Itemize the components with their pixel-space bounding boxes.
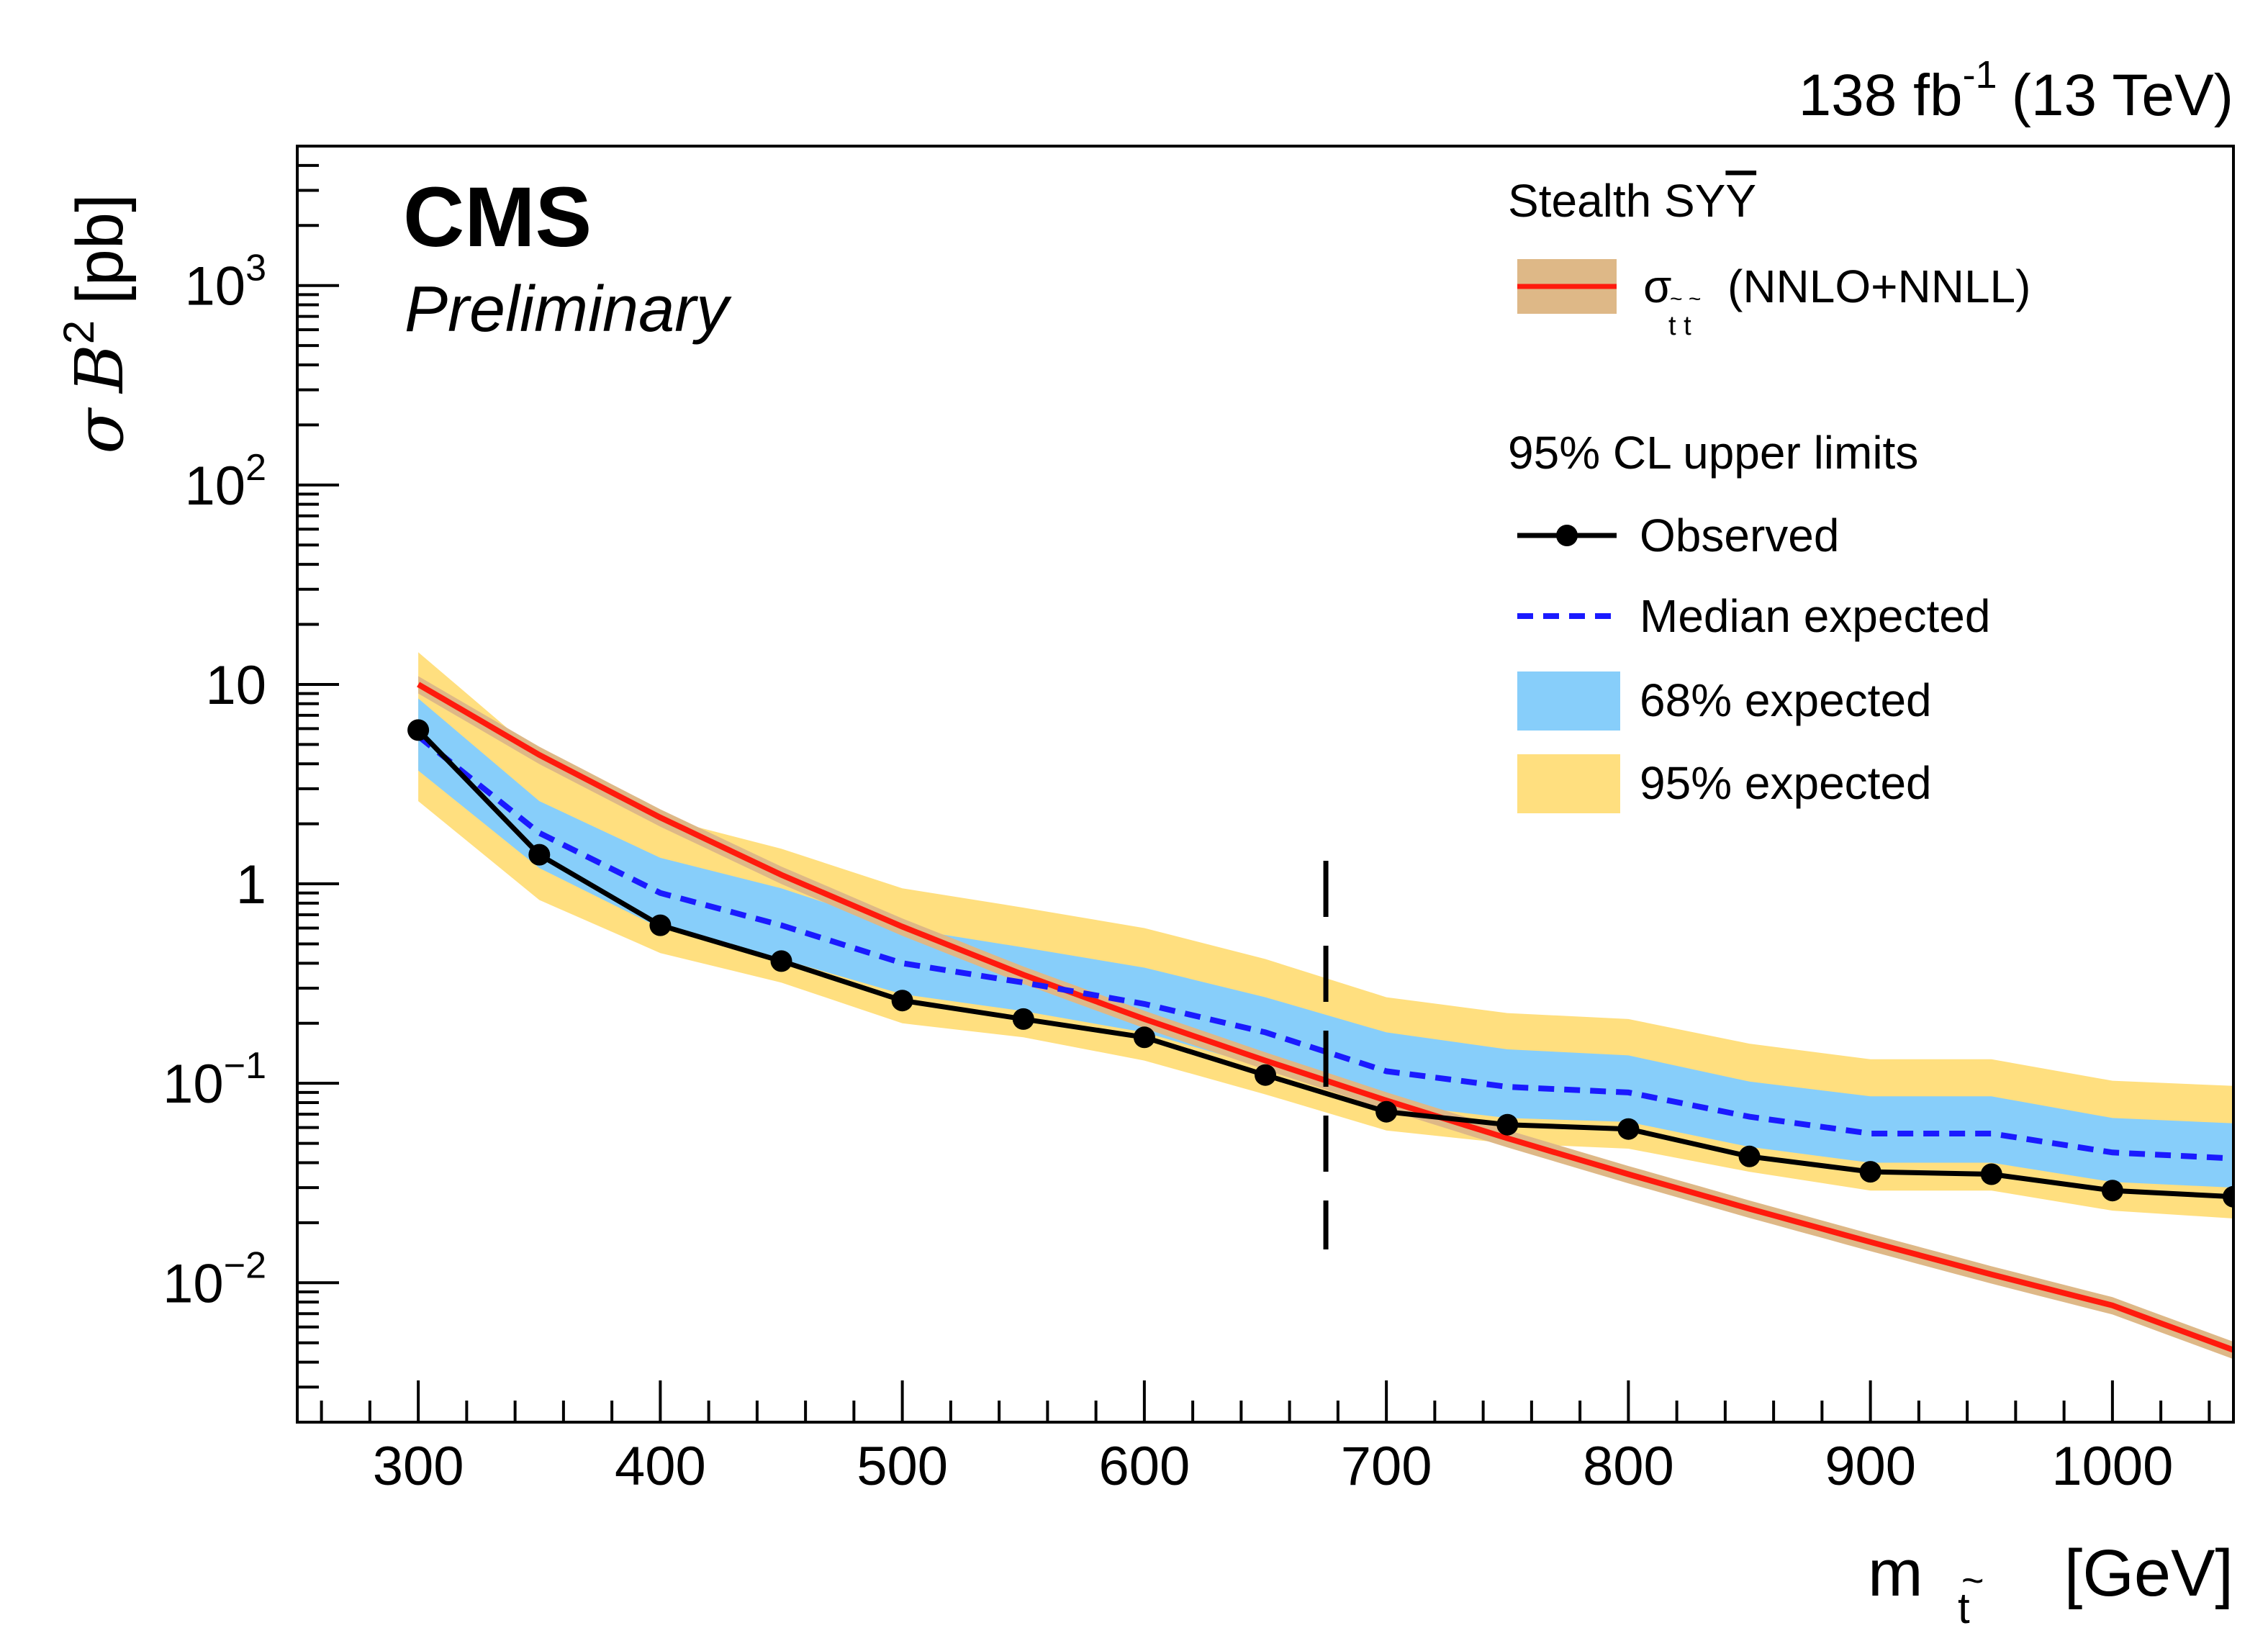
legend-model-title-bar: Y [1725, 175, 1756, 227]
energy-value: (13 TeV) [2012, 63, 2233, 128]
y-title-exponent: 2 [55, 320, 103, 344]
x-tick-label: 600 [1098, 1436, 1190, 1497]
observed-point [2101, 1180, 2123, 1202]
legend: Stealth SYY σ ~ ~ t t (NNLO+NNLL) 95% CL… [1508, 175, 2030, 813]
observed-line [416, 728, 2233, 1200]
lumi-exponent: -1 [1963, 53, 1997, 96]
legend-theory-sigma: σ [1643, 261, 1672, 312]
x-tick-label: 500 [857, 1436, 948, 1497]
y-tick-labels: 10−2 10−1 1 10 102 103 [163, 248, 266, 1315]
y-title-unit: [pb] [63, 194, 137, 304]
legend-theory-sub: t t [1668, 311, 1691, 341]
observed-point [891, 990, 913, 1012]
legend-model-title: Stealth SYY [1508, 175, 1756, 227]
y-tick-label: 10−2 [163, 1244, 266, 1314]
x-tick-label: 300 [373, 1436, 464, 1497]
y-title-B: B [61, 344, 138, 394]
observed-point [1375, 1100, 1398, 1123]
legend-limits-title: 95% CL upper limits [1508, 427, 1918, 479]
legend-theory-entry: σ ~ ~ t t (NNLO+NNLL) [1517, 259, 2030, 341]
observed-point [1133, 1026, 1155, 1049]
x-tick-label: 700 [1341, 1436, 1432, 1497]
x-title-tilde: ~ [1961, 1559, 1984, 1602]
legend-95-swatch [1517, 754, 1620, 813]
legend-observed-marker [1556, 525, 1578, 546]
experiment-label: CMS [403, 170, 592, 265]
x-title-sub: t [1958, 1584, 1970, 1628]
observed-point [1617, 1118, 1640, 1140]
observed-point [1012, 1008, 1034, 1030]
observed-point [649, 914, 672, 936]
legend-observed-entry: Observed [1517, 510, 1839, 561]
legend-theory-label: (NNLO+NNLL) [1727, 261, 2030, 312]
observed-points [407, 719, 2233, 1208]
x-tick-label: 900 [1825, 1436, 1916, 1497]
x-title-unit: [GeV] [2064, 1537, 2233, 1610]
lumi-label: 138 fb-1 (13 TeV) [1799, 53, 2233, 128]
observed-point [770, 950, 792, 972]
legend-expected-entry: Median expected [1517, 590, 1990, 642]
status-label: Preliminary [405, 273, 732, 345]
y-tick-label: 103 [185, 248, 266, 317]
legend-expected-label: Median expected [1640, 590, 1990, 642]
axes-ticks [297, 145, 2211, 1424]
legend-68-entry: 68% expected [1517, 671, 1932, 731]
observed-point [407, 719, 430, 741]
legend-68-label: 68% expected [1640, 674, 1932, 726]
svg-text:σB2[pb]: σB2 [pb] [55, 194, 138, 453]
observed-point [1255, 1064, 1276, 1086]
x-axis-title: m ~ t [GeV] [1868, 1537, 2233, 1628]
plot-frame [296, 145, 2235, 1424]
x-tick-labels: 300 400 500 600 700 800 900 1000 [373, 1436, 2174, 1497]
observed-point [528, 844, 551, 866]
legend-95-label: 95% expected [1640, 757, 1932, 809]
y-tick-label: 10 [205, 655, 266, 716]
y-tick-label: 10−1 [163, 1045, 266, 1115]
y-axis-title: σB2 [pb] [55, 194, 138, 453]
y-title-sigma: σ [61, 407, 138, 454]
y-tick-label: 1 [236, 854, 266, 915]
legend-95-entry: 95% expected [1517, 754, 1932, 813]
observed-point [2223, 1185, 2233, 1208]
x-title-m: m [1868, 1537, 1923, 1610]
observed-point [1496, 1113, 1519, 1136]
expected-95-band [418, 652, 2233, 1218]
x-tick-label: 400 [615, 1436, 706, 1497]
expected-68-band [418, 698, 2233, 1188]
lumi-value: 138 fb [1799, 63, 1963, 128]
x-tick-label: 800 [1583, 1436, 1674, 1497]
legend-observed-label: Observed [1640, 510, 1839, 561]
legend-theory-tilde: ~ ~ [1670, 287, 1701, 311]
svg-text:m: m [1868, 1537, 1923, 1610]
observed-point [1980, 1163, 2002, 1185]
median-expected-line [416, 733, 2233, 1162]
y-tick-label: 102 [185, 447, 266, 517]
observed-point [1738, 1145, 1761, 1167]
x-tick-label: 1000 [2051, 1436, 2173, 1497]
plot-area [407, 652, 2233, 1360]
observed-point [1859, 1161, 1881, 1183]
legend-68-swatch [1517, 671, 1620, 731]
